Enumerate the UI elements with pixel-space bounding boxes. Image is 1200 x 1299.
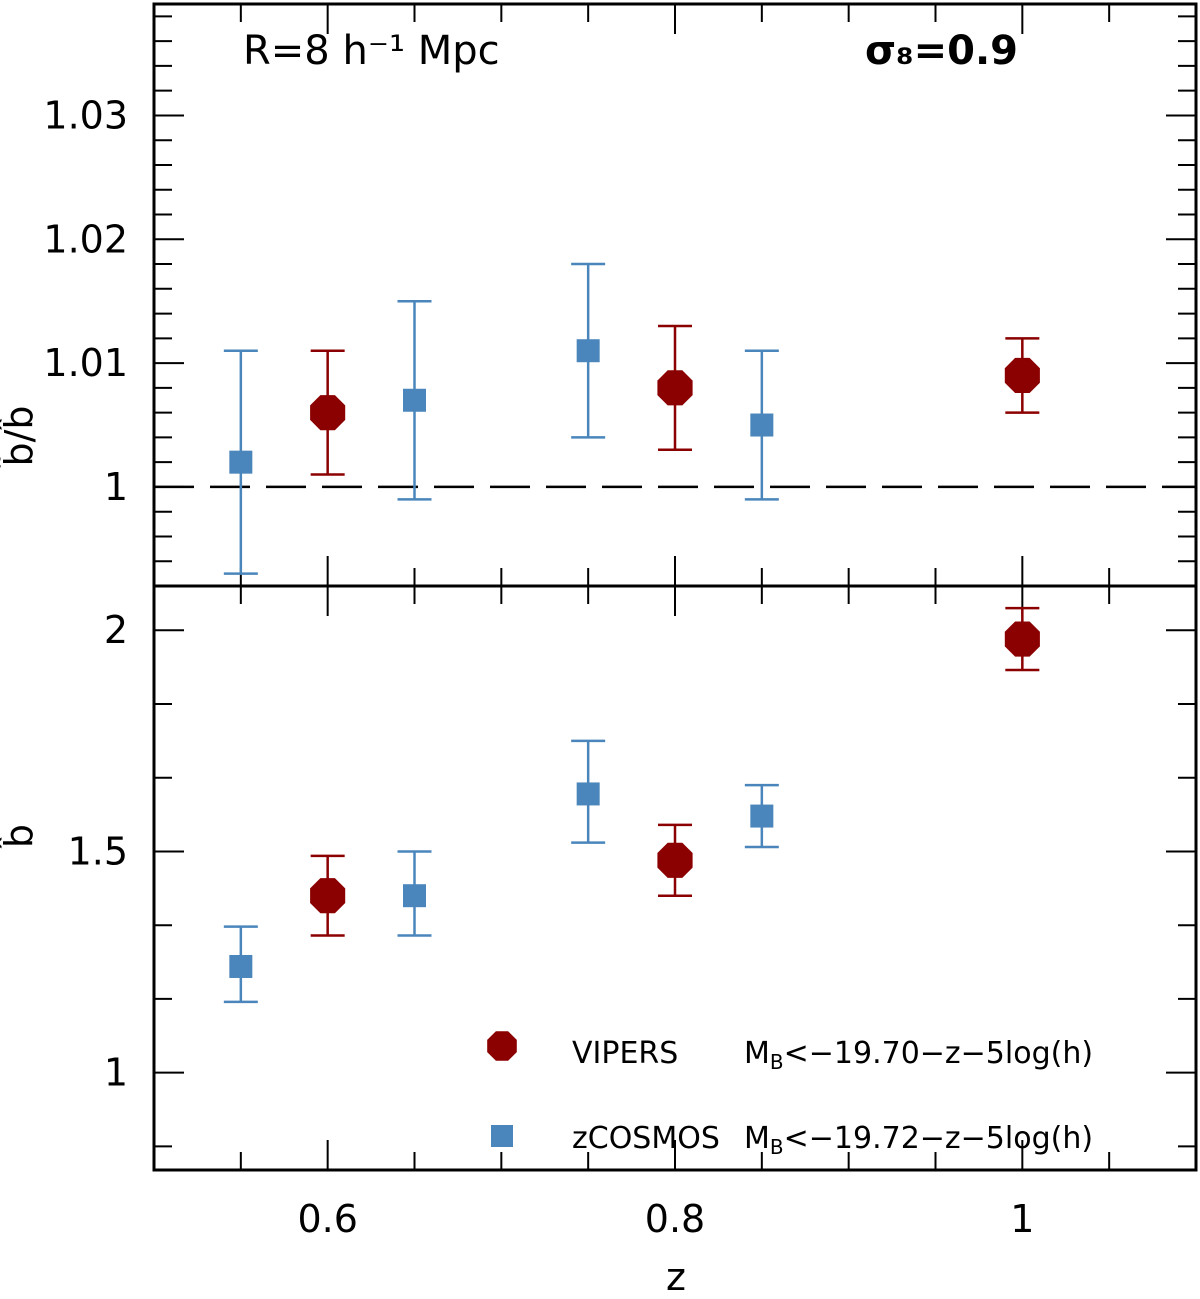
bottom-point-vipers (657, 842, 693, 878)
top-ytick-label: 1 (104, 465, 128, 509)
xtick-label: 0.6 (297, 1197, 357, 1241)
bottom-ylabel: b̂ (0, 824, 41, 849)
top-point-vipers (310, 395, 346, 431)
top-point-zcosmos (576, 339, 600, 363)
top-ylabel: b̃/b̂ (0, 405, 41, 467)
legend-label-zcosmos: zCOSMOS (572, 1121, 720, 1156)
top-frame (152, 2, 1198, 588)
legend: VIPERS MB<−19.70−z−5log(h) zCOSMOS MB<−1… (487, 1031, 1093, 1159)
top-ytick-label: 1.03 (43, 93, 128, 137)
top-ytick-label: 1.01 (43, 341, 128, 385)
bottom-point-zcosmos (576, 782, 600, 806)
top-point-zcosmos (229, 450, 253, 474)
xtick-label: 1 (1010, 1197, 1034, 1241)
bottom-point-zcosmos (229, 954, 253, 978)
xtick-label: 0.8 (645, 1197, 705, 1241)
bottom-ytick-label: 1.5 (68, 829, 128, 873)
top-point-vipers (657, 370, 693, 406)
legend-condition-vipers: MB<−19.70−z−5log(h) (744, 1036, 1093, 1074)
legend-label-vipers: VIPERS (572, 1036, 678, 1071)
legend-marker-vipers (487, 1031, 517, 1061)
legend-marker-zcosmos (491, 1125, 513, 1147)
top-ytick-label: 1.02 (43, 217, 128, 261)
legend-condition-zcosmos: MB<−19.72−z−5log(h) (744, 1121, 1093, 1159)
bottom-ytick-label: 2 (104, 608, 128, 652)
top-point-vipers (1004, 357, 1040, 393)
bottom-point-vipers (1004, 621, 1040, 657)
data-marks (223, 262, 1040, 1004)
top-point-zcosmos (403, 388, 426, 412)
bottom-point-zcosmos (403, 884, 426, 908)
x-axis-label: z (666, 1255, 686, 1299)
radius-annotation: R=8 h⁻¹ Mpc (243, 28, 500, 74)
tick-labels: 1 1.01 1.02 1.03 1 1.5 2 0.6 0.8 1 (43, 93, 1034, 1241)
bottom-point-vipers (310, 878, 346, 914)
sigma8-annotation: σ₈=0.9 (865, 28, 1018, 74)
top-point-zcosmos (750, 413, 774, 437)
bottom-ytick-label: 1 (104, 1051, 128, 1095)
bottom-point-zcosmos (750, 804, 774, 828)
